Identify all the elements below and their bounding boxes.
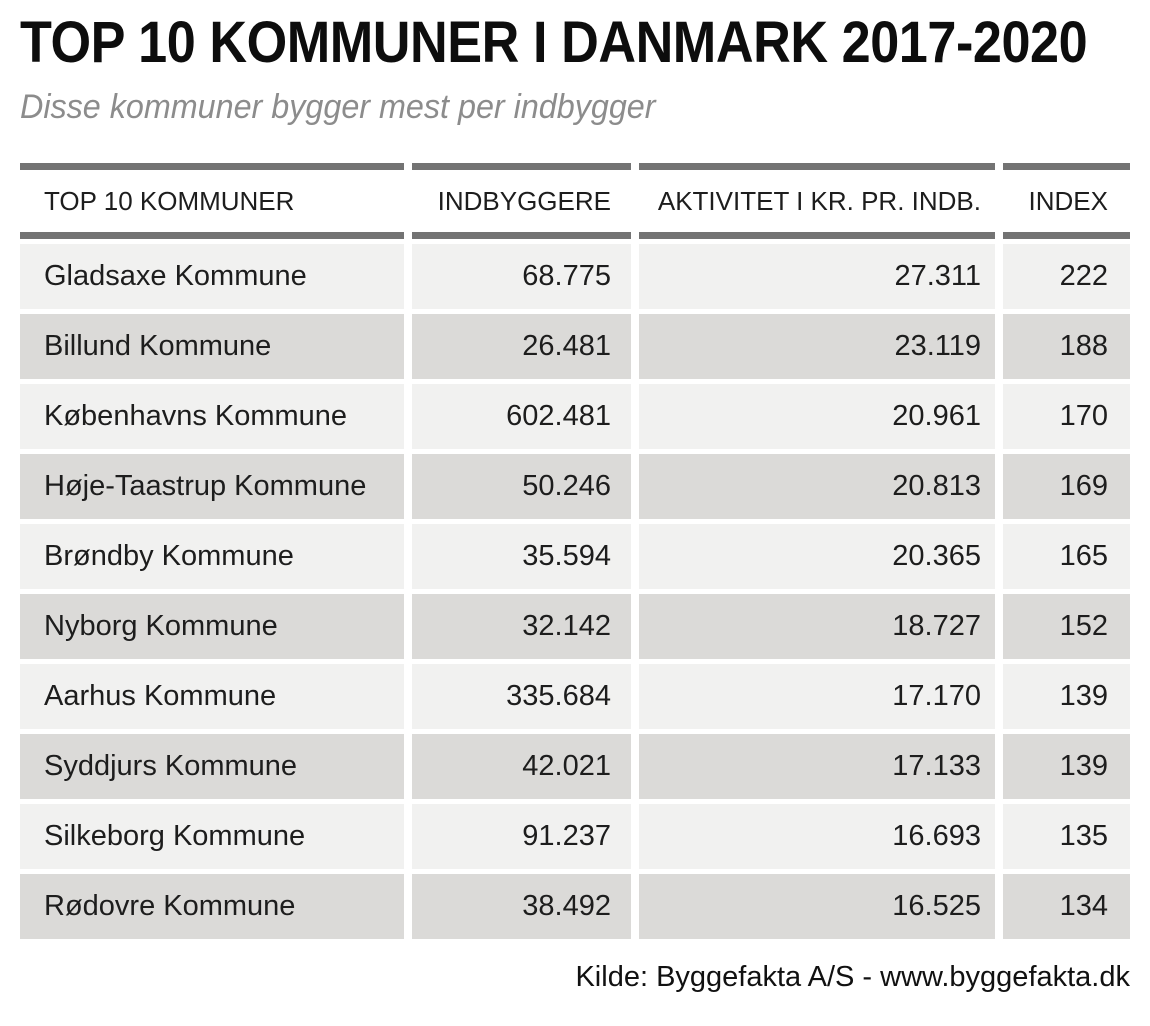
cell-index: 139 (1003, 734, 1130, 799)
header-rule-segment (20, 163, 404, 170)
cell-aktivitet: 27.311 (639, 244, 995, 309)
cell-kommune: Nyborg Kommune (20, 594, 404, 659)
table-row: Aarhus Kommune 335.684 17.170 139 (20, 664, 1130, 729)
cell-index: 134 (1003, 874, 1130, 939)
cell-indbyggere: 91.237 (412, 804, 631, 869)
cell-indbyggere: 68.775 (412, 244, 631, 309)
column-header-kommuner: TOP 10 KOMMUNER (20, 175, 404, 227)
cell-kommune: Brøndby Kommune (20, 524, 404, 589)
cell-aktivitet: 17.170 (639, 664, 995, 729)
table-row: Gladsaxe Kommune 68.775 27.311 222 (20, 244, 1130, 309)
table-header-row: TOP 10 KOMMUNER INDBYGGERE AKTIVITET I K… (20, 175, 1130, 227)
cell-index: 152 (1003, 594, 1130, 659)
header-rule-segment (1003, 232, 1130, 239)
page-title: TOP 10 KOMMUNER I DANMARK 2017-2020 (20, 10, 1088, 75)
header-rule-top (20, 163, 1130, 170)
cell-aktivitet: 20.961 (639, 384, 995, 449)
header-rule-bottom (20, 232, 1130, 239)
cell-aktivitet: 16.525 (639, 874, 995, 939)
cell-indbyggere: 602.481 (412, 384, 631, 449)
data-table: TOP 10 KOMMUNER INDBYGGERE AKTIVITET I K… (20, 163, 1130, 939)
cell-indbyggere: 335.684 (412, 664, 631, 729)
cell-indbyggere: 38.492 (412, 874, 631, 939)
cell-kommune: Aarhus Kommune (20, 664, 404, 729)
table-row: Brøndby Kommune 35.594 20.365 165 (20, 524, 1130, 589)
table-row: Silkeborg Kommune 91.237 16.693 135 (20, 804, 1130, 869)
header-rule-segment (412, 163, 631, 170)
cell-kommune: Syddjurs Kommune (20, 734, 404, 799)
table-row: Høje-Taastrup Kommune 50.246 20.813 169 (20, 454, 1130, 519)
source-credit: Kilde: Byggefakta A/S - www.byggefakta.d… (575, 961, 1130, 993)
header-rule-segment (20, 232, 404, 239)
page-subtitle: Disse kommuner bygger mest per indbygger (20, 88, 656, 126)
cell-kommune: Gladsaxe Kommune (20, 244, 404, 309)
column-header-aktivitet: AKTIVITET I KR. PR. INDB. (639, 175, 995, 227)
table-row: Rødovre Kommune 38.492 16.525 134 (20, 874, 1130, 939)
cell-kommune: Billund Kommune (20, 314, 404, 379)
table-body: Gladsaxe Kommune 68.775 27.311 222 Billu… (20, 244, 1130, 939)
cell-index: 135 (1003, 804, 1130, 869)
cell-indbyggere: 42.021 (412, 734, 631, 799)
column-header-indbyggere: INDBYGGERE (412, 175, 631, 227)
cell-indbyggere: 32.142 (412, 594, 631, 659)
cell-index: 139 (1003, 664, 1130, 729)
cell-index: 222 (1003, 244, 1130, 309)
cell-index: 188 (1003, 314, 1130, 379)
cell-kommune: Rødovre Kommune (20, 874, 404, 939)
cell-index: 165 (1003, 524, 1130, 589)
header-rule-segment (639, 232, 995, 239)
column-header-index: INDEX (1003, 175, 1130, 227)
cell-kommune: Høje-Taastrup Kommune (20, 454, 404, 519)
cell-indbyggere: 50.246 (412, 454, 631, 519)
table-row: Billund Kommune 26.481 23.119 188 (20, 314, 1130, 379)
cell-aktivitet: 20.813 (639, 454, 995, 519)
table-row: Syddjurs Kommune 42.021 17.133 139 (20, 734, 1130, 799)
table-row: Københavns Kommune 602.481 20.961 170 (20, 384, 1130, 449)
cell-index: 170 (1003, 384, 1130, 449)
cell-aktivitet: 18.727 (639, 594, 995, 659)
cell-index: 169 (1003, 454, 1130, 519)
cell-indbyggere: 26.481 (412, 314, 631, 379)
header-rule-segment (1003, 163, 1130, 170)
cell-aktivitet: 23.119 (639, 314, 995, 379)
header-rule-segment (639, 163, 995, 170)
cell-aktivitet: 20.365 (639, 524, 995, 589)
cell-kommune: Københavns Kommune (20, 384, 404, 449)
cell-kommune: Silkeborg Kommune (20, 804, 404, 869)
cell-indbyggere: 35.594 (412, 524, 631, 589)
cell-aktivitet: 16.693 (639, 804, 995, 869)
header-rule-segment (412, 232, 631, 239)
cell-aktivitet: 17.133 (639, 734, 995, 799)
table-row: Nyborg Kommune 32.142 18.727 152 (20, 594, 1130, 659)
